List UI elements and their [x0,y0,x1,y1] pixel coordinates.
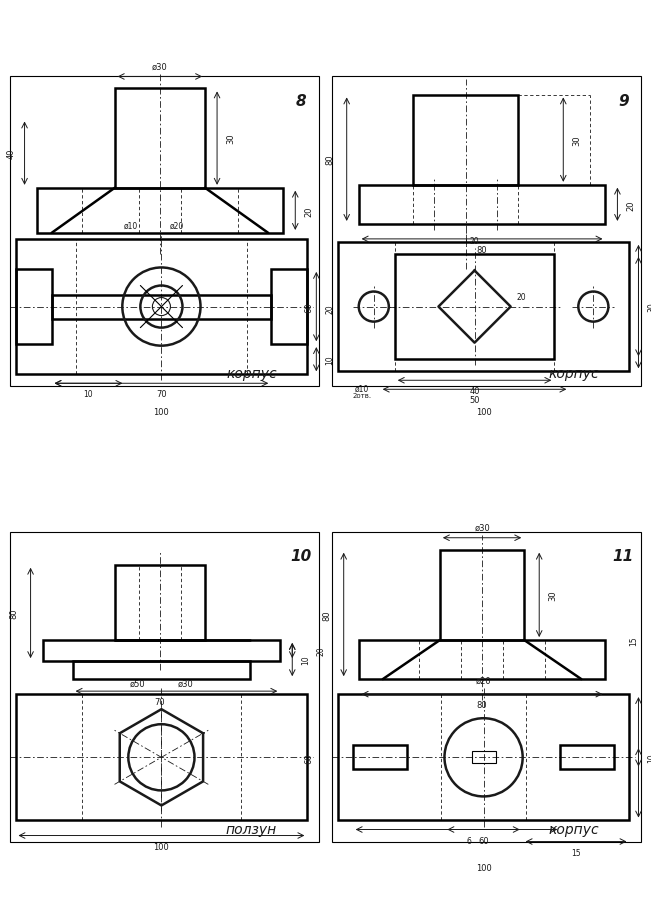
Text: ø30: ø30 [474,523,490,532]
Text: корпус: корпус [549,822,600,835]
Text: 20: 20 [326,304,335,313]
Text: 40: 40 [469,387,480,396]
Bar [338,695,630,821]
Text: ø30: ø30 [152,62,168,72]
Text: 20: 20 [626,199,635,210]
Text: 10: 10 [301,655,311,664]
Bar [440,550,524,641]
Text: 100: 100 [476,863,492,871]
Text: 80: 80 [326,154,335,165]
Text: 30: 30 [572,135,581,146]
Text: 30: 30 [548,590,557,600]
Text: 20: 20 [316,646,326,655]
Text: 15: 15 [571,847,581,857]
Text: 30: 30 [226,133,235,144]
Bar [16,695,307,821]
Bar [353,745,407,769]
Text: ø50: ø50 [130,679,145,688]
Text: 80: 80 [477,245,488,255]
Bar [359,186,605,224]
Text: 30: 30 [648,302,651,312]
Text: корпус: корпус [549,367,600,380]
Text: 40: 40 [7,149,16,159]
Bar [395,255,554,360]
Text: 100: 100 [154,842,169,851]
Bar [271,269,307,345]
Text: ø30: ø30 [178,679,193,688]
Text: 10: 10 [290,549,312,563]
Text: 100: 100 [476,408,492,417]
Text: 6: 6 [466,835,471,845]
Text: 2отв.: 2отв. [352,392,371,399]
Bar [115,89,205,188]
Bar [359,641,605,679]
Text: 20: 20 [470,237,479,245]
Bar [413,96,518,186]
Text: 10: 10 [84,390,93,399]
Text: ø20: ø20 [476,676,492,686]
Text: 10: 10 [648,753,651,762]
Bar [36,188,283,233]
Text: ø20: ø20 [169,221,184,231]
Bar [561,745,615,769]
Bar [115,565,205,641]
Text: 8: 8 [296,94,307,109]
Bar [338,243,630,372]
Bar [16,240,307,375]
Text: 15: 15 [630,636,639,645]
Text: ползун: ползун [226,822,277,835]
Text: 80: 80 [323,609,331,620]
Text: 70: 70 [156,390,167,399]
Text: ø10: ø10 [355,384,369,392]
Text: 60: 60 [305,302,314,312]
Text: 60: 60 [305,752,314,763]
Bar [73,662,250,679]
Text: 20: 20 [304,206,313,216]
Text: 70: 70 [154,698,165,707]
Text: 9: 9 [618,94,629,109]
Bar [16,269,51,345]
Text: 100: 100 [154,408,169,417]
Text: 80: 80 [10,608,18,618]
Text: 11: 11 [613,549,634,563]
Text: 20: 20 [517,292,526,301]
Bar [471,752,495,764]
Text: 60: 60 [478,835,489,845]
Text: 50: 50 [469,396,480,405]
Text: 10: 10 [326,355,335,365]
Text: 80: 80 [477,700,488,709]
Bar [42,641,280,662]
Text: корпус: корпус [227,367,277,380]
Bar [51,295,271,319]
Text: ø10: ø10 [124,221,139,231]
